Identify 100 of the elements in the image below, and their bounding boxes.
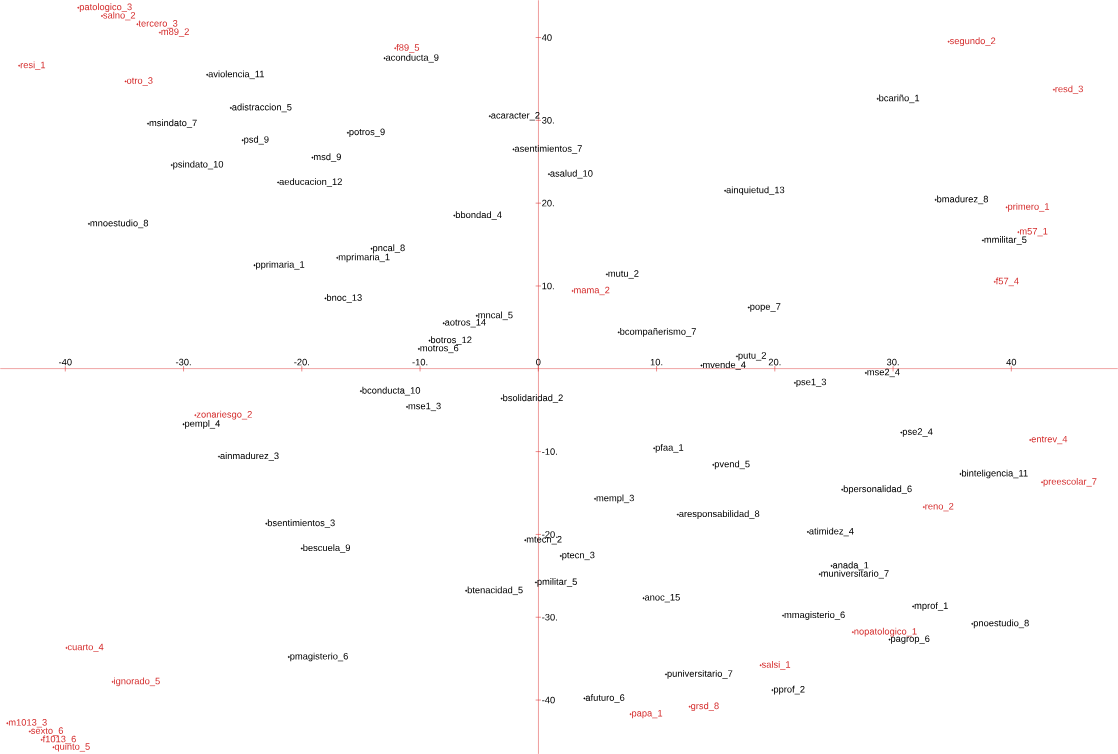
x-tick-label: 10. [650, 358, 663, 366]
annotation: bpersonalidad_6 [843, 485, 912, 494]
annotation: aresponsabilidad_8 [679, 510, 760, 519]
annotation: m1013_3 [8, 719, 47, 728]
annotation: atimidez_4 [809, 527, 854, 537]
y-tick-label: -40 [542, 696, 555, 704]
annotation: putu_2 [738, 352, 766, 361]
annotation: aconducta_9 [385, 53, 439, 63]
y-tick-label: 40 [541, 34, 552, 41]
x-tick-label: 40 [1006, 358, 1017, 366]
annotation: cuarto_4 [67, 643, 104, 652]
annotation: mutu_2 [608, 270, 639, 279]
y-tick-label: -10. [542, 448, 557, 455]
x-tick-label: 0 [536, 358, 541, 366]
annotation: ignorado_5 [114, 677, 160, 687]
annotation: pmilitar_5 [537, 578, 577, 587]
annotation: mncal_5 [478, 311, 513, 321]
x-tick-label: -20. [294, 358, 309, 366]
annotation: resd_3 [1055, 85, 1083, 94]
y-tick-label: -20. [542, 531, 557, 538]
annotation: psindato_10 [173, 160, 224, 170]
annotation: tercero_3 [138, 20, 178, 29]
annotation: mse2_4 [867, 368, 900, 378]
annotation: bescuela_9 [303, 544, 351, 553]
annotation: bsolidaridad_2 [503, 394, 563, 403]
annotation: pprof_2 [773, 685, 805, 695]
annotation: psd_9 [244, 135, 269, 145]
annotation: bbondad_4 [455, 211, 502, 220]
annotation: pfaa_1 [655, 443, 684, 453]
annotation: acaracter_2 [491, 111, 540, 121]
annotation: f57_4 [995, 277, 1019, 287]
annotation: mse1_3 [408, 402, 441, 411]
annotation: quinto_5 [54, 742, 90, 752]
y-tick-label: 10. [542, 282, 554, 290]
annotation: anada_1 [832, 561, 869, 571]
annotation: pempl_4 [185, 419, 220, 429]
annotation: segundo_2 [949, 37, 996, 46]
annotation: mprimaria_1 [338, 253, 390, 263]
annotation: m57_1 [1019, 227, 1048, 237]
annotation: potros_9 [349, 128, 385, 137]
annotation: pmagisterio_6 [290, 652, 348, 662]
annotation: bcompañerismo_7 [620, 327, 696, 337]
annotation: aviolencia_11 [208, 70, 265, 80]
x-tick-label: 20. [768, 358, 781, 366]
annotation: pnoestudio_8 [973, 619, 1029, 629]
annotation: pvend_5 [714, 460, 750, 470]
annotation: pagrop_6 [891, 635, 930, 644]
annotation: aeducacion_12 [279, 178, 342, 187]
annotation: bnoc_13 [327, 294, 362, 303]
annotation: mprof_1 [914, 602, 948, 611]
annotation: motros_6 [420, 344, 459, 354]
annotation: ainmadurez_3 [220, 452, 279, 461]
annotation: pse1_3 [796, 378, 827, 388]
y-tick-label: 20. [542, 199, 554, 207]
annotation: pse2_4 [902, 428, 933, 437]
annotation: puniversitario_7 [667, 669, 733, 679]
annotation: adistraccion_5 [232, 103, 292, 113]
annotation: zonariesgo_2 [196, 410, 252, 420]
x-tick-label: -10. [412, 358, 428, 366]
annotation: resi_1 [20, 61, 46, 70]
annotation: pncal_8 [373, 244, 405, 253]
y-tick-label: -30. [542, 613, 557, 621]
x-tick-label: -40 [58, 358, 72, 366]
annotation: sexto_6 [31, 727, 64, 736]
annotation: bcariño_1 [879, 94, 920, 104]
annotation: mempl_3 [596, 494, 634, 504]
annotation: muniversitario_7 [821, 569, 889, 579]
annotation: primero_1 [1008, 202, 1050, 212]
annotation: papa_1 [632, 709, 663, 719]
annotation: bmadurez_8 [937, 195, 989, 205]
annotation: pope_7 [750, 303, 781, 312]
annotation: m89_2 [161, 28, 189, 37]
annotation: binteligencia_11 [962, 469, 1028, 479]
annotation: pprimaria_1 [256, 260, 305, 270]
annotation: bconducta_10 [362, 386, 421, 396]
annotation: aotros_14 [445, 319, 486, 328]
annotation: mtecn_2 [526, 535, 562, 545]
annotation: anoc_15 [644, 593, 680, 603]
annotation: grsd_8 [691, 702, 719, 711]
annotation: asalud_10 [550, 169, 593, 179]
annotation: entrev_4 [1031, 435, 1068, 445]
annotation: salno_2 [103, 11, 136, 21]
annotation: mmagisterio_6 [784, 611, 845, 620]
x-tick-label: 30. [886, 358, 899, 366]
x-tick-label: -30. [175, 358, 191, 366]
annotation: asentimientos_7 [514, 144, 582, 154]
annotation: patologico_3 [79, 3, 132, 12]
annotation: botros_12 [431, 336, 472, 345]
annotation: bsentimientos_3 [267, 519, 335, 528]
annotation: msindato_7 [149, 119, 197, 128]
annotation: ainquietud_13 [726, 186, 785, 196]
annotation: msd_9 [314, 153, 341, 162]
annotation: salsi_1 [761, 660, 791, 670]
annotation: btenacidad_5 [467, 586, 523, 595]
y-tick-label: 30. [542, 116, 554, 124]
annotation: ptecn_3 [562, 551, 595, 561]
annotation: mnoestudio_8 [90, 219, 149, 229]
annotation: otro_3 [126, 77, 153, 86]
annotation: afuturo_6 [585, 694, 625, 703]
annotation: mmilitar_5 [984, 236, 1027, 245]
